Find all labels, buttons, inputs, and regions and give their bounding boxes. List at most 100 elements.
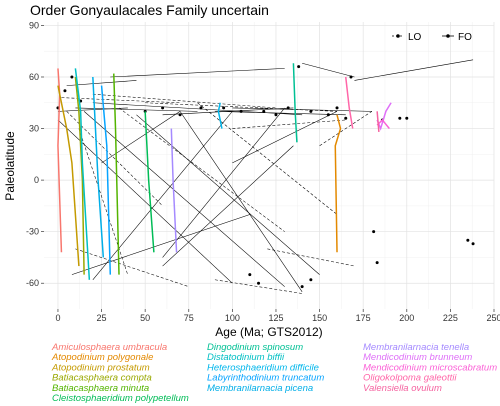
occurrence-point <box>375 261 379 265</box>
species-label: Dingodinium spinosum <box>207 342 303 353</box>
species-label: Atopodinium prostatum <box>51 362 150 373</box>
x-tick-label: 25 <box>97 313 107 323</box>
lo-connection <box>78 128 128 275</box>
fo-connection <box>136 114 320 275</box>
occurrence-point <box>466 238 470 242</box>
series-line <box>144 111 155 253</box>
species-label: Amiculosphaera umbracula <box>51 342 167 353</box>
lo-connection <box>66 111 163 207</box>
occurrence-point <box>286 106 290 110</box>
species-label: Valensiella ovulum <box>363 383 442 394</box>
lo-connection <box>118 107 285 232</box>
series-line <box>170 128 178 253</box>
lo-connection <box>319 111 373 146</box>
x-tick-label: 100 <box>225 313 240 323</box>
series-line <box>334 114 342 253</box>
x-tick-label: 0 <box>55 313 60 323</box>
y-tick-label: 60 <box>29 72 39 82</box>
fo-connection <box>179 111 303 292</box>
fo-connection <box>162 107 285 258</box>
species-label: Mendicodinium brunneum <box>363 352 472 363</box>
occurrence-point <box>257 281 261 285</box>
occurrence-point <box>274 113 278 117</box>
occurrence-point <box>262 109 266 113</box>
series-line <box>100 85 112 275</box>
series-line <box>344 76 354 129</box>
occurrence-point <box>349 75 353 79</box>
species-series <box>57 63 392 280</box>
y-tick-label: 0 <box>34 175 39 185</box>
species-label: Cleistosphaeridium polypetellum <box>52 393 189 404</box>
series-line <box>74 76 85 275</box>
y-tick-label: 30 <box>29 124 39 134</box>
occurrence-point <box>335 106 339 110</box>
occurrence-point <box>178 113 182 117</box>
occurrence-point <box>471 242 475 246</box>
y-tick-label: 90 <box>29 20 39 30</box>
occurrence-point <box>297 65 301 69</box>
series-line <box>92 76 105 258</box>
y-tick-label: -30 <box>26 227 39 237</box>
occurrence-point <box>398 116 402 120</box>
occurrence-point <box>239 109 243 113</box>
occurrence-point <box>300 285 304 289</box>
lo-connection <box>145 102 338 112</box>
x-tick-label: 200 <box>399 313 414 323</box>
x-axis-ticks: 0 25 50 75 100 125 150 175 200 225 250 <box>55 309 500 323</box>
fo-connection <box>101 111 181 164</box>
chart-title: Order Gonyaulacales Family uncertain <box>30 2 269 18</box>
legend-key-point <box>446 34 450 38</box>
series-line <box>376 111 380 133</box>
occurrence-point <box>63 89 67 93</box>
fo-connection <box>354 59 474 81</box>
fo-connection <box>110 68 285 78</box>
species-label: Labyrinthodinium truncatum <box>207 373 324 384</box>
occurrence-point <box>309 278 313 282</box>
legend-label: LO <box>408 32 422 43</box>
y-axis-title: Paleolatitude <box>3 131 17 201</box>
x-tick-label: 150 <box>312 313 327 323</box>
series-line <box>292 63 298 143</box>
fo-connection <box>162 145 294 267</box>
fo-connection <box>66 80 137 86</box>
x-tick-label: 175 <box>356 313 371 323</box>
species-label: Batiacasphaera minuta <box>52 383 149 394</box>
occurrence-point <box>70 75 74 79</box>
fo-connection <box>75 107 198 112</box>
species-label: Atopodinium polygonale <box>51 352 153 363</box>
plot-background <box>44 22 494 309</box>
species-label: Membranilarnacia tenella <box>363 342 469 353</box>
legend-label: FO <box>458 32 472 43</box>
fo-connection <box>57 119 233 284</box>
fo-connection <box>232 111 338 164</box>
y-tick-label: -60 <box>26 278 39 288</box>
y-axis-ticks: -60 -30 0 30 60 90 <box>26 20 44 288</box>
occurrence-point <box>161 106 165 110</box>
series-line <box>74 68 91 280</box>
occurrence-point <box>199 106 203 110</box>
fo-connection <box>83 111 285 287</box>
lo-connection <box>232 119 346 129</box>
fo-connection <box>71 214 250 275</box>
connection-lines <box>57 59 474 294</box>
lo-connection <box>92 93 276 109</box>
x-tick-label: 75 <box>184 313 194 323</box>
fo-connection <box>302 62 355 78</box>
occurrence-point <box>222 106 226 110</box>
species-label: Distatodinium biffii <box>207 352 285 363</box>
series-line <box>217 102 223 129</box>
species-label: Mendicodinium microscabratum <box>363 362 497 373</box>
plot-panel: LO FO <box>44 22 495 309</box>
fo-connection <box>57 107 128 112</box>
occurrence-point <box>326 113 330 117</box>
series-line <box>57 85 80 267</box>
species-label: Batiacasphaera compta <box>52 373 152 384</box>
species-label: Membranilarnacia picena <box>207 383 313 394</box>
occurrence-point <box>248 273 252 277</box>
series-line <box>113 73 120 275</box>
occurrence-point <box>405 116 409 120</box>
x-tick-label: 225 <box>443 313 458 323</box>
species-label: Oligokolpoma galeottii <box>363 373 457 384</box>
occurrence-point <box>372 230 376 234</box>
